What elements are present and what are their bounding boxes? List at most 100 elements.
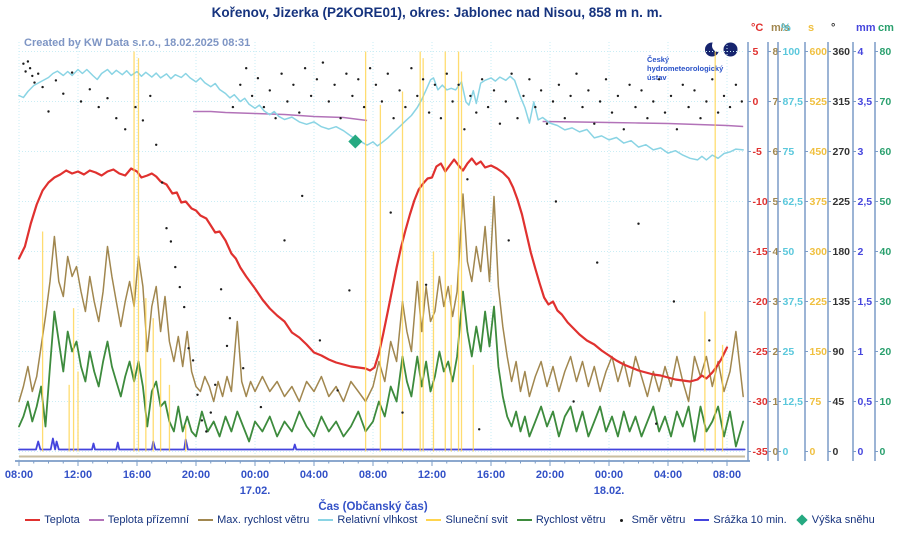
axis-tick-label: 4 <box>773 246 779 258</box>
axis-tick-label: 3 <box>773 296 779 308</box>
x-tick-label: 12:00 <box>64 469 92 481</box>
x-tick-label: 16:00 <box>123 469 151 481</box>
axis-tick-label: 20 <box>880 346 892 358</box>
chart-legend: Teplota Teplota přízemní Max. rychlost vět… <box>0 514 900 526</box>
legend-item: Výška sněhu <box>796 514 875 526</box>
x-tick-label: 20:00 <box>536 469 564 481</box>
axis-tick-label: 225 <box>833 196 851 208</box>
right-axis-hum: 100 87,5 75 62,5 50 37,5 25 12,5 0% <box>777 22 804 461</box>
legend-item: Sluneční svit <box>426 514 508 526</box>
axis-tick-label: 3,5 <box>858 96 873 108</box>
legend-label: Relativní vlhkost <box>337 514 418 526</box>
x-tick-label: 20:00 <box>182 469 210 481</box>
legend-line-icon <box>426 519 442 521</box>
axis-tick-label: -5 <box>753 146 762 158</box>
axis-tick-label: 150 <box>810 346 828 358</box>
legend-item: Směr větru <box>615 514 686 526</box>
axis-tick-label: 1 <box>858 346 864 358</box>
axis-tick-label: 5 <box>753 46 759 58</box>
legend-line-icon <box>694 519 710 521</box>
axis-unit-label: °C <box>751 22 763 34</box>
axis-tick-label: 6 <box>773 146 779 158</box>
x-tick-label: 08:00 <box>713 469 741 481</box>
axis-tick-label: -25 <box>753 346 768 358</box>
axis-unit-label: mm <box>856 22 876 34</box>
axis-tick-label: 100 <box>783 46 801 58</box>
right-axis-rain: 4 3,5 3 2,5 2 1,5 1 0,5 0 mm <box>852 22 876 461</box>
axis-tick-label: 2 <box>858 246 864 258</box>
wind-direction-dot-icon <box>619 518 623 522</box>
legend-item: Srážka 10 min. <box>694 514 787 526</box>
right-axis-dir: 360 315 270 225 180 135 90 45 0 ° <box>827 22 851 461</box>
chmi-logo-icon <box>705 41 738 57</box>
axis-tick-label: -10 <box>753 196 768 208</box>
axis-tick-label: 80 <box>880 46 892 58</box>
series-sm-r-v-tru <box>22 60 743 433</box>
axis-tick-label: -15 <box>753 246 768 258</box>
axis-unit-label: ° <box>831 22 835 34</box>
axis-tick-label: 0 <box>773 446 779 458</box>
axis-tick-label: 0 <box>880 446 886 458</box>
axis-tick-label: 270 <box>833 146 851 158</box>
axis-tick-label: 60 <box>880 146 892 158</box>
x-date-label: 18.02. <box>594 485 625 497</box>
axis-tick-label: 0,5 <box>858 396 873 408</box>
axis-tick-label: -20 <box>753 296 768 308</box>
axis-tick-label: 2 <box>773 346 779 358</box>
axis-tick-label: 0 <box>753 96 759 108</box>
series-relativn-vlhkost <box>18 68 744 161</box>
legend-item: Teplota přízemní <box>88 514 190 526</box>
axis-tick-label: 70 <box>880 96 892 108</box>
axis-tick-label: 1,5 <box>858 296 873 308</box>
axis-tick-label: 2,5 <box>858 196 873 208</box>
plot-grid <box>18 42 745 461</box>
right-axis-sun: 600 525 450 375 300 225 150 75 0 s <box>804 22 828 461</box>
x-tick-label: 00:00 <box>241 469 269 481</box>
axis-tick-label: 0 <box>858 446 864 458</box>
axis-tick-label: 1 <box>773 396 779 408</box>
axis-tick-label: -30 <box>753 396 768 408</box>
axis-tick-label: 360 <box>833 46 851 58</box>
legend-item: Relativní vlhkost <box>318 514 417 526</box>
axis-tick-label: 4 <box>858 46 864 58</box>
axis-tick-label: 12,5 <box>783 396 804 408</box>
legend-label: Směr větru <box>631 514 686 526</box>
axis-tick-label: 50 <box>880 196 892 208</box>
x-tick-label: 12:00 <box>418 469 446 481</box>
x-axis-title: Čas (Občanský čas) <box>318 500 427 513</box>
axis-tick-label: 40 <box>880 246 892 258</box>
axis-tick-label: 7 <box>773 96 779 108</box>
legend-label: Teplota přízemní <box>107 514 190 526</box>
axis-tick-label: 8 <box>773 46 779 58</box>
axis-tick-label: 180 <box>833 246 851 258</box>
x-axis: 08:00 12:00 16:00 20:00 00:00 04:00 08:00 12:00… <box>5 460 750 513</box>
legend-line-icon <box>318 519 334 521</box>
axis-tick-label: -35 <box>753 446 768 458</box>
axis-unit-label: % <box>781 22 791 34</box>
axis-tick-label: 62,5 <box>783 196 804 208</box>
axis-tick-label: 525 <box>810 96 828 108</box>
legend-label: Sluneční svit <box>445 514 508 526</box>
x-tick-label: 08:00 <box>5 469 33 481</box>
x-tick-label: 00:00 <box>595 469 623 481</box>
axis-unit-label: s <box>808 22 814 34</box>
axis-tick-label: 45 <box>833 396 845 408</box>
legend-label: Max. rychlost větru <box>217 514 310 526</box>
x-tick-label: 04:00 <box>300 469 328 481</box>
axis-tick-label: 25 <box>783 346 795 358</box>
axis-tick-label: 375 <box>810 196 828 208</box>
axis-tick-label: 87,5 <box>783 96 804 108</box>
series-teplota <box>17 157 729 383</box>
axis-tick-label: 75 <box>810 396 822 408</box>
axis-tick-label: 135 <box>833 296 851 308</box>
axis-tick-label: 37,5 <box>783 296 804 308</box>
axis-tick-label: 300 <box>810 246 828 258</box>
x-tick-label: 08:00 <box>359 469 387 481</box>
series-max-rychlost-v-tru <box>18 193 744 403</box>
right-axis-wind: 8 7 6 5 4 3 2 1 0 m/s <box>767 22 790 461</box>
chmi-logo-text: Český hydrometeorologický ústav <box>647 55 724 82</box>
series-sr-ka-10-min- <box>18 437 746 451</box>
axis-tick-label: 450 <box>810 146 828 158</box>
